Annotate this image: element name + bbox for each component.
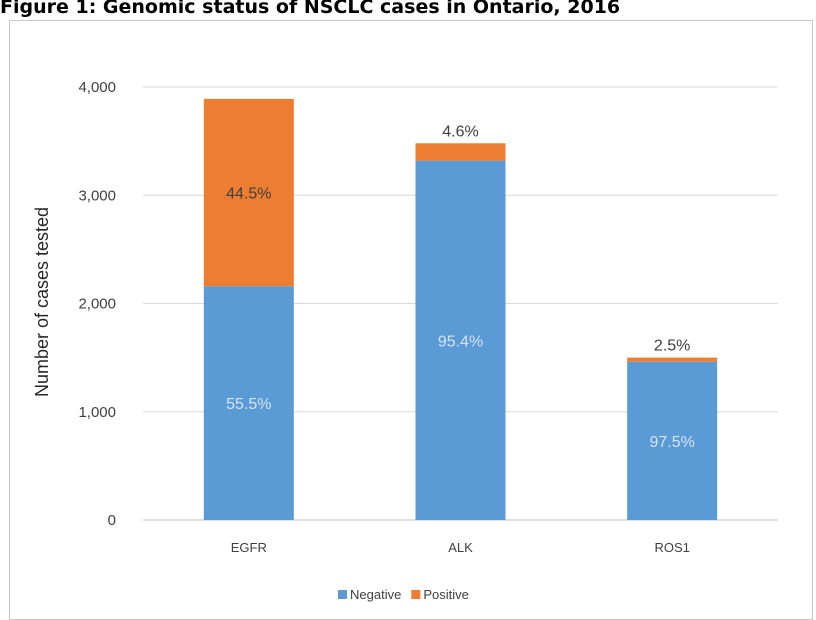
bar-positive-egfr: [203, 98, 294, 287]
bar-negative-ros1: [627, 361, 718, 520]
y-tick-label: 3,000: [78, 187, 116, 204]
legend-label-negative: Negative: [350, 587, 401, 602]
data-label: 4.6%: [442, 123, 478, 140]
data-label: 44.5%: [226, 186, 271, 203]
bar-negative-egfr: [203, 286, 294, 520]
y-tick-label: 4,000: [78, 79, 116, 96]
legend-swatch-negative: [338, 590, 347, 599]
data-label: 55.5%: [226, 396, 271, 413]
legend-label-positive: Positive: [423, 587, 469, 602]
y-tick-label: 1,000: [78, 404, 116, 421]
data-label: 95.4%: [438, 333, 483, 350]
x-category-label: ALK: [448, 540, 473, 555]
x-category-label: ROS1: [654, 540, 689, 555]
legend: Negative Positive: [338, 587, 469, 602]
bars: 55.5% 44.5% 95.4% 4.6% 97.5% 2.5%: [203, 98, 718, 521]
x-category-label: EGFR: [231, 540, 267, 555]
figure-caption: Figure 1: Genomic status of NSCLC cases …: [0, 0, 621, 18]
bar-positive-alk: [415, 143, 506, 161]
data-label: 2.5%: [654, 338, 690, 355]
legend-swatch-positive: [411, 590, 421, 599]
bar-positive-ros1: [627, 357, 718, 362]
x-axis-categories: EGFR ALK ROS1: [231, 540, 690, 555]
y-tick-label: 0: [108, 512, 116, 529]
y-axis-ticks: 0 1,000 2,000 3,000 4,000: [78, 79, 116, 529]
y-axis-label: Number of cases tested: [32, 207, 52, 397]
bar-negative-alk: [415, 160, 506, 521]
y-tick-label: 2,000: [78, 296, 116, 313]
data-label: 97.5%: [649, 434, 694, 451]
